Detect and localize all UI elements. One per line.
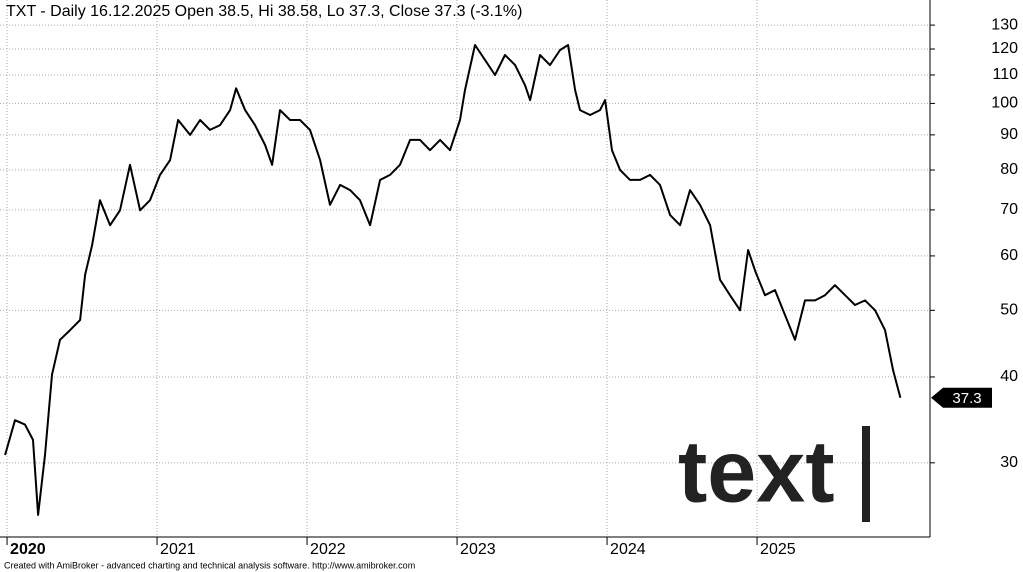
y-tick-label: 110 — [992, 66, 1018, 83]
y-tick-label: 80 — [1000, 161, 1018, 178]
watermark: text — [678, 421, 835, 520]
chart-title: TXT - Daily 16.12.2025 Open 38.5, Hi 38.… — [6, 3, 522, 20]
price-line — [4, 44, 902, 516]
y-tick-label: 100 — [991, 95, 1018, 112]
y-tick-label: 130 — [991, 16, 1018, 33]
y-tick-label: 50 — [1000, 302, 1018, 319]
last-value-label: 37.3 — [952, 390, 981, 407]
x-tick-label: 2022 — [310, 541, 346, 558]
y-tick-label: 120 — [991, 40, 1018, 57]
x-tick-label: 2024 — [610, 541, 646, 558]
y-tick-label: 90 — [1000, 126, 1018, 143]
y-tick-label: 70 — [1000, 201, 1018, 218]
x-tick-label: 2020 — [10, 541, 46, 558]
last-value-marker — [931, 387, 992, 408]
footer: Created with AmiBroker - advanced charti… — [4, 560, 415, 570]
y-tick-label: 30 — [1000, 454, 1018, 471]
x-tick-label: 2025 — [760, 541, 796, 558]
watermark-cursor — [862, 426, 870, 522]
y-tick-label: 60 — [1000, 247, 1018, 264]
x-tick-label: 2021 — [160, 541, 196, 558]
x-tick-label: 2023 — [460, 541, 496, 558]
y-tick-label: 40 — [1000, 368, 1018, 385]
